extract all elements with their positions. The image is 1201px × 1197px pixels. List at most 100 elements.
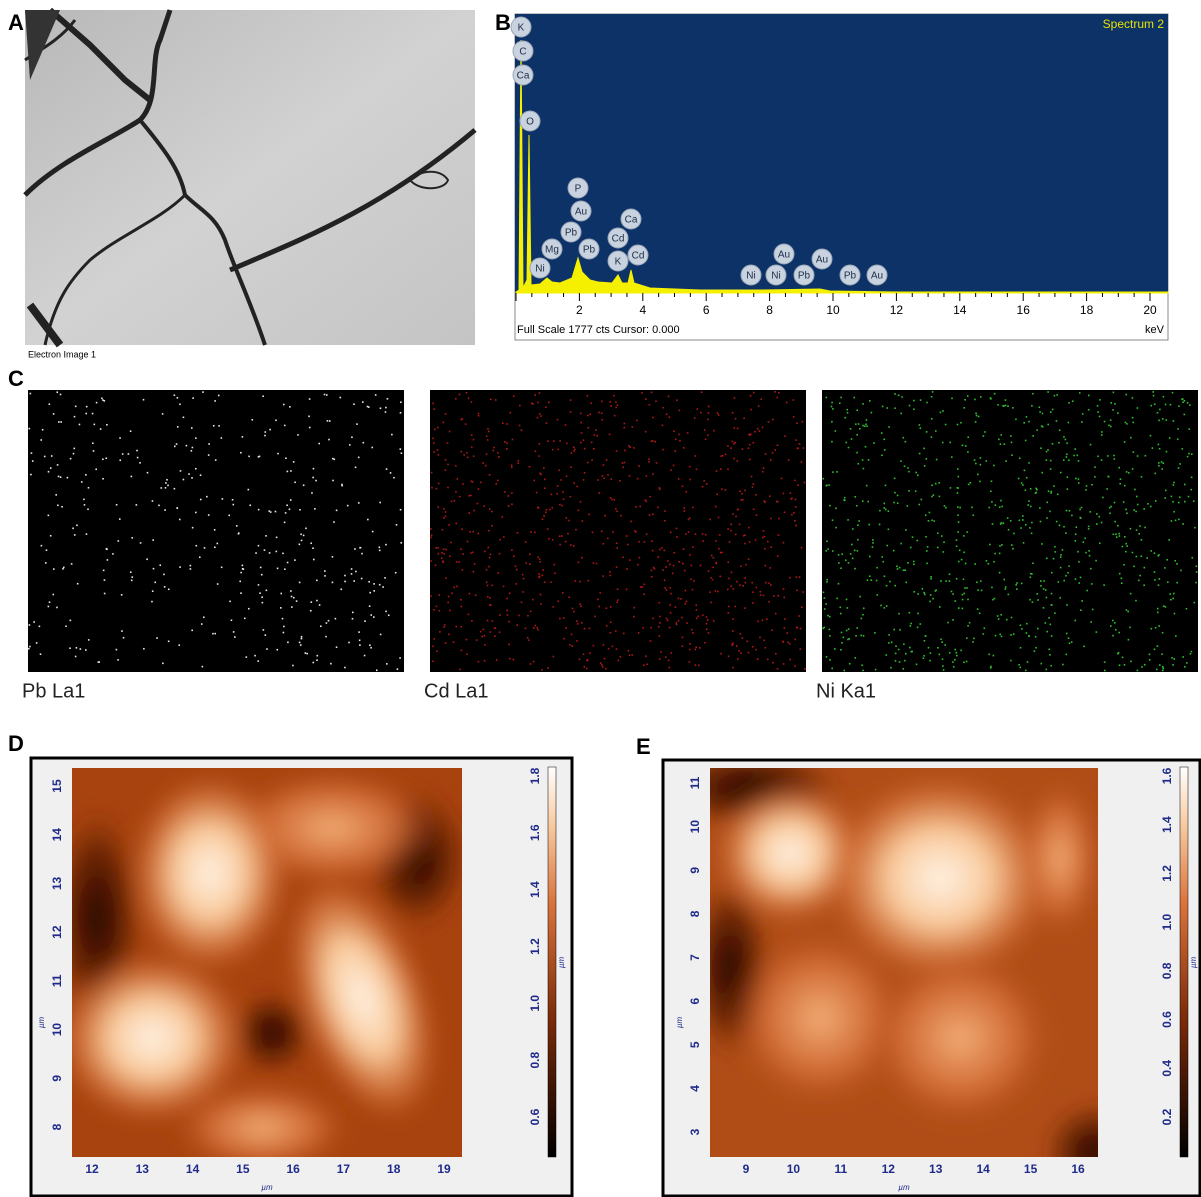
map-dot	[835, 430, 837, 432]
map-dot	[999, 572, 1001, 574]
map-dot	[393, 477, 395, 479]
map-dot	[478, 488, 480, 490]
map-dot	[678, 478, 680, 480]
map-dot	[460, 548, 462, 550]
map-dot	[857, 524, 859, 526]
map-dot	[748, 558, 750, 560]
map-dot	[698, 665, 700, 667]
map-dot	[478, 413, 480, 415]
map-dot	[326, 394, 328, 396]
map-dot	[438, 594, 440, 596]
map-dot	[1056, 420, 1058, 422]
map-dot	[1046, 451, 1048, 453]
map-dot	[997, 404, 999, 406]
map-dot	[876, 567, 878, 569]
colorbar-tick-label: 0.6	[528, 1108, 542, 1125]
map-dot	[582, 520, 584, 522]
map-dot	[766, 618, 768, 620]
map-dot	[657, 507, 659, 509]
map-dot	[488, 530, 490, 532]
map-dot	[1036, 429, 1038, 431]
peak-label: Pb	[565, 228, 578, 239]
map-dot	[543, 515, 545, 517]
map-dot	[702, 533, 704, 535]
map-dot	[509, 658, 511, 660]
map-dot	[1136, 496, 1138, 498]
map-dot	[800, 628, 802, 630]
map-dot	[638, 465, 640, 467]
map-dot	[571, 634, 573, 636]
map-dot	[910, 651, 912, 653]
map-dot	[832, 519, 834, 521]
map-dot	[165, 482, 167, 484]
peak-label: Ni	[746, 271, 755, 282]
map-dot	[827, 615, 829, 617]
map-dot	[63, 567, 65, 569]
map-dot	[488, 431, 490, 433]
map-dot	[1035, 636, 1037, 638]
map-dot	[623, 427, 625, 429]
map-dot	[765, 453, 767, 455]
map-dot	[734, 606, 736, 608]
map-dot	[802, 591, 804, 593]
map-dot	[945, 507, 947, 509]
map-dot	[473, 455, 475, 457]
map-dot	[430, 595, 432, 597]
map-dot	[669, 564, 671, 566]
map-dot	[666, 618, 668, 620]
map-dot	[1154, 552, 1156, 554]
map-dot	[303, 484, 305, 486]
map-dot	[538, 507, 540, 509]
map-dot	[509, 593, 511, 595]
map-dot	[610, 632, 612, 634]
map-dot	[926, 458, 928, 460]
map-dot	[384, 577, 386, 579]
map-dot	[290, 499, 292, 501]
x-tick-label: 10	[826, 303, 840, 317]
map-dot	[1001, 506, 1003, 508]
map-dot	[1075, 478, 1077, 480]
map-dot	[484, 660, 486, 662]
map-dot	[1113, 392, 1115, 394]
map-dot	[956, 652, 958, 654]
map-dot	[1095, 560, 1097, 562]
map-dot	[795, 499, 797, 501]
map-dot	[201, 623, 203, 625]
map-dot	[535, 450, 537, 452]
map-dot	[1090, 444, 1092, 446]
map-dot	[562, 592, 564, 594]
map-dot	[158, 505, 160, 507]
map-dot	[1063, 580, 1065, 582]
map-dot	[455, 465, 457, 467]
map-dot	[929, 601, 931, 603]
map-dot	[487, 428, 489, 430]
map-dot	[1152, 391, 1154, 393]
map-dot	[854, 568, 856, 570]
map-dot	[880, 605, 882, 607]
map-dot	[652, 550, 654, 552]
map-dot	[949, 442, 951, 444]
map-dot	[178, 644, 180, 646]
map-dot	[495, 399, 497, 401]
map-dot	[1045, 589, 1047, 591]
map-dot	[561, 505, 563, 507]
map-dot	[1060, 556, 1062, 558]
map-dot	[615, 407, 617, 409]
map-dot	[786, 632, 788, 634]
map-dot	[715, 540, 717, 542]
map-dot	[730, 447, 732, 449]
map-dot	[633, 447, 635, 449]
map-dot	[793, 512, 795, 514]
map-dot	[1158, 584, 1160, 586]
map-dot	[913, 561, 915, 563]
x-tick-label: 16	[1017, 303, 1031, 317]
peak-label: Au	[816, 255, 828, 266]
map-dot	[246, 656, 248, 658]
map-dot	[764, 536, 766, 538]
map-dot	[488, 566, 490, 568]
map-dot	[1010, 435, 1012, 437]
x-tick-label: 12	[890, 303, 904, 317]
map-dot	[862, 403, 864, 405]
map-dot	[177, 426, 179, 428]
map-dot	[1121, 582, 1123, 584]
